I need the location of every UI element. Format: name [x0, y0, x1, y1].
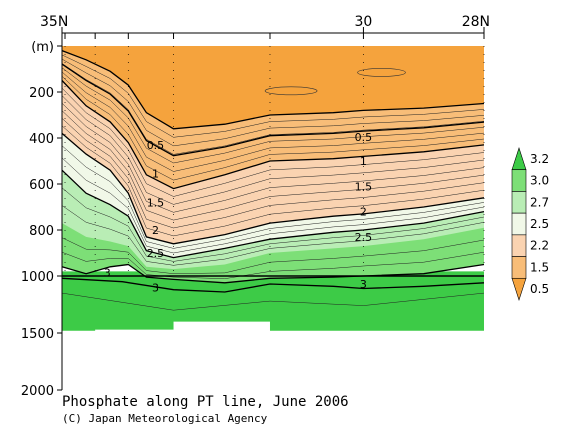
- contour-line: [61, 292, 485, 311]
- y-tick-label: 600: [29, 178, 54, 193]
- colorbar-label: 3.0: [530, 174, 549, 188]
- contour-line: [61, 237, 485, 274]
- x-tick-label: 28N: [462, 14, 490, 30]
- colorbar-label: 2.5: [530, 217, 549, 231]
- contour-label: 1: [152, 168, 159, 181]
- contour-label: 1.5: [355, 180, 373, 193]
- contour-line: [61, 110, 485, 221]
- colorbar-triangle-top: [511, 147, 527, 171]
- y-tick-label: 400: [29, 132, 54, 147]
- contour-line: [61, 145, 485, 249]
- contour-line: [61, 125, 485, 237]
- contour-line: [61, 58, 485, 147]
- contour-line: [264, 86, 318, 96]
- contour-label: 2: [360, 206, 367, 219]
- contour-line-major: [61, 277, 485, 293]
- contour-line: [61, 103, 485, 213]
- contour-line: [61, 71, 485, 172]
- colorbar-swatch: [511, 256, 527, 279]
- contour-line: [61, 87, 485, 197]
- colorbar-label: 1.5: [530, 260, 549, 274]
- contour-line: [61, 187, 485, 262]
- y-tick-label: 1500: [21, 327, 54, 342]
- contour-line-major: [61, 169, 485, 259]
- contour-label: 2.5: [147, 247, 165, 260]
- colorbar-label: 2.7: [530, 195, 549, 209]
- contour-line-major: [61, 80, 485, 190]
- contour-line: [61, 205, 485, 266]
- fill-band-0.5: [62, 46, 484, 129]
- x-tick-label: 35N: [40, 14, 68, 30]
- contour-line-major: [61, 63, 485, 157]
- contour-label: 2.5: [355, 231, 373, 244]
- contour-label: 3: [360, 278, 367, 291]
- colorbar-swatch: [511, 212, 527, 236]
- colorbar-swatch: [511, 191, 527, 214]
- colorbar-label: 2.2: [530, 239, 549, 253]
- y-tick-label: 200: [29, 86, 54, 101]
- contour-label: 3: [104, 267, 111, 280]
- colorbar-swatch: [511, 169, 527, 192]
- x-tick-label: 30: [355, 14, 373, 30]
- contour-label: 1.5: [147, 196, 165, 209]
- contour-label: 2: [152, 224, 159, 237]
- chart-title: Phosphate along PT line, June 2006: [62, 394, 349, 410]
- colorbar-label: 0.5: [530, 282, 549, 296]
- contour-line: [61, 67, 485, 164]
- contour-line: [357, 68, 406, 77]
- contour-line-major: [61, 49, 485, 130]
- contour-label: 1: [360, 155, 367, 168]
- chart-credit: (C) Japan Meteorological Agency: [62, 412, 268, 425]
- contour-label: 0.5: [147, 139, 165, 152]
- contour-line: [61, 118, 485, 229]
- colorbar-label: 3.2: [530, 152, 549, 166]
- contour-line: [61, 63, 485, 155]
- y-tick-label: 800: [29, 224, 54, 239]
- contour-line: [61, 251, 485, 279]
- colorbar-swatch: [511, 234, 527, 257]
- colorbar: 0.5 1.5 2.2 2.5 2.7 3.0 3.2: [511, 147, 549, 301]
- contour-line: [61, 95, 485, 205]
- contour-line-major: [61, 132, 485, 245]
- y-tick-label: (m): [31, 40, 54, 55]
- contour-lines: [61, 54, 485, 311]
- contour-label: 3: [152, 281, 159, 294]
- contour-label: 0.5: [355, 131, 373, 144]
- y-tick-label: 2000: [21, 384, 54, 399]
- contour-line: [61, 54, 485, 138]
- y-tick-label: 1000: [21, 270, 54, 285]
- contour-line: [61, 157, 485, 254]
- contour-line: [61, 76, 485, 181]
- colorbar-triangle-bottom: [511, 277, 527, 301]
- contour-fills: [62, 46, 484, 331]
